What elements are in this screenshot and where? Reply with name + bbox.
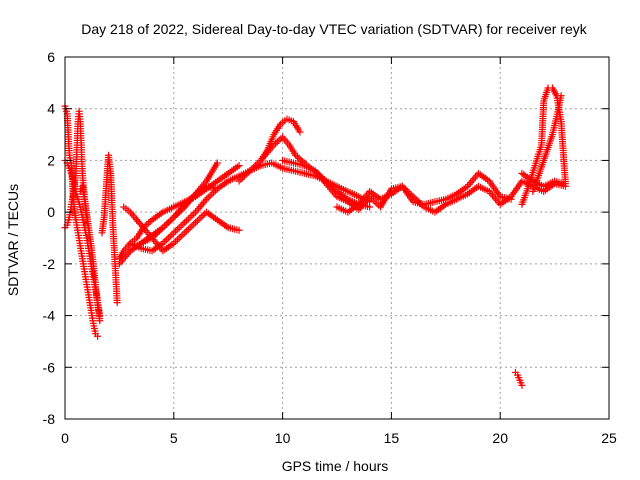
data-point-markers <box>518 169 567 190</box>
y-tick-label: 0 <box>47 204 55 220</box>
y-tick-label: 4 <box>47 101 55 117</box>
x-axis-title: GPS time / hours <box>282 458 389 474</box>
x-tick-label: 15 <box>384 430 400 446</box>
axis-ticks: 0 5 10 15 20 25 -8 -6 -4 -2 0 2 4 6 <box>43 49 617 446</box>
series-track-o <box>511 368 526 389</box>
x-tick-label: 10 <box>275 430 291 446</box>
data-point-markers <box>257 115 304 164</box>
y-tick-label: 2 <box>47 152 55 168</box>
y-tick-label: -8 <box>43 411 56 427</box>
series-track-r <box>518 169 567 190</box>
y-tick-label: -2 <box>43 256 56 272</box>
y-tick-label: -4 <box>43 308 56 324</box>
y-tick-label: -6 <box>43 359 56 375</box>
data-points <box>61 84 569 389</box>
series-track-e <box>98 151 121 307</box>
plot-frame <box>64 56 610 420</box>
x-tick-label: 25 <box>601 430 617 446</box>
chart-title: Day 218 of 2022, Sidereal Day-to-day VTE… <box>81 21 587 37</box>
data-point-markers <box>76 182 104 325</box>
x-tick-label: 0 <box>61 430 69 446</box>
data-point-markers <box>333 169 515 216</box>
series-track-d <box>76 182 104 325</box>
grid <box>65 57 609 419</box>
x-tick-label: 20 <box>492 430 508 446</box>
y-axis-title: SDTVAR / TECUs <box>5 184 21 296</box>
series-track-l <box>257 115 304 164</box>
y-tick-label: 6 <box>47 49 55 65</box>
x-tick-label: 5 <box>170 430 178 446</box>
series-track-n <box>333 169 515 216</box>
data-point-markers <box>98 151 121 307</box>
data-point-markers <box>511 368 526 389</box>
